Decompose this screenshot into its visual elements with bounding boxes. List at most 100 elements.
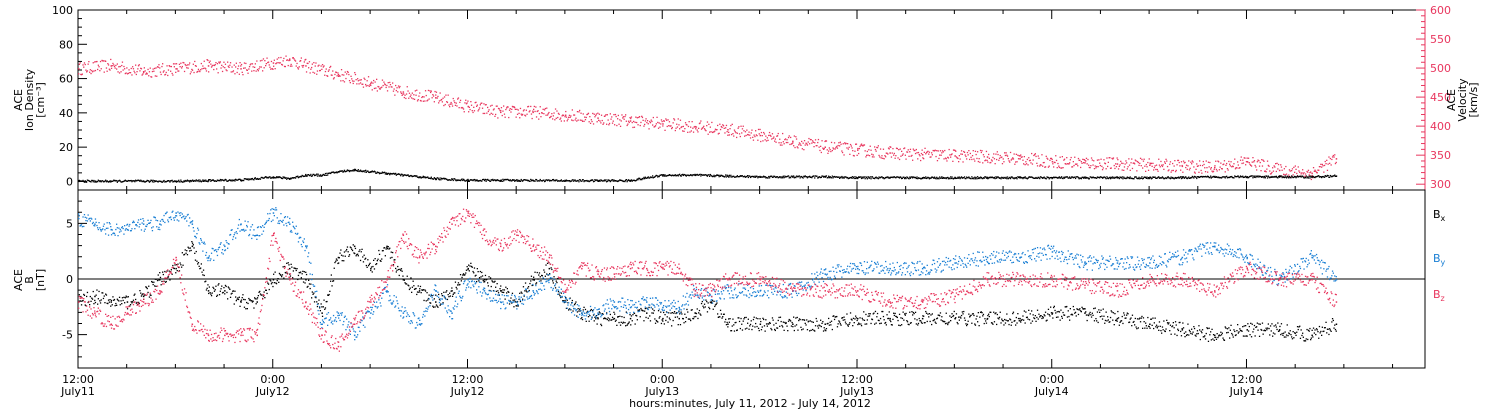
- density-point: [386, 172, 388, 175]
- density-point: [1084, 177, 1086, 179]
- bx-point: [386, 245, 388, 248]
- bz-point: [191, 323, 194, 325]
- x-tick-date: July14: [1034, 385, 1069, 398]
- bz-point: [954, 295, 956, 298]
- velocity-point: [240, 68, 242, 70]
- x-tick-time: 12:00: [1231, 373, 1263, 386]
- by-point: [142, 223, 145, 225]
- density-point: [370, 171, 372, 173]
- velocity-point: [889, 152, 891, 154]
- bx-point: [126, 301, 129, 303]
- velocity-point: [402, 91, 405, 93]
- velocity-point: [289, 59, 291, 61]
- velocity-point: [337, 73, 340, 76]
- by-point: [1084, 262, 1086, 264]
- density-point: [78, 180, 80, 183]
- bx-point: [1311, 334, 1313, 337]
- bz-point: [548, 256, 551, 259]
- velocity-point: [1051, 161, 1054, 163]
- density-point: [1278, 176, 1281, 178]
- density-point: [402, 174, 405, 177]
- bz-point: [1335, 301, 1338, 303]
- bx-point: [483, 279, 486, 281]
- bz-point: [256, 334, 258, 337]
- bz-point: [353, 323, 356, 325]
- x-tick-date: July13: [644, 385, 679, 398]
- velocity-point: [1019, 158, 1021, 160]
- by-point: [353, 334, 356, 337]
- bottom-panel-magnetic-field: -5 0 5 ACEB[nT] Bx By Bz: [12, 189, 1446, 369]
- bz-point: [1214, 290, 1216, 292]
- bx-point: [451, 290, 453, 292]
- density-point: [1019, 177, 1021, 179]
- bx-point: [1181, 329, 1184, 331]
- density-point: [418, 176, 421, 178]
- bz-point: [418, 256, 421, 259]
- bz-point: [1019, 279, 1021, 281]
- velocity-tick-label: 350: [1430, 149, 1451, 162]
- bx-point: [1214, 334, 1216, 337]
- by-point: [954, 262, 956, 264]
- bx-point: [207, 290, 210, 292]
- velocity-point: [857, 149, 859, 151]
- bx-point: [889, 317, 891, 320]
- bz-point: [986, 279, 989, 281]
- bz-point: [857, 290, 859, 292]
- velocity-point: [272, 62, 275, 64]
- bz-point: [175, 256, 177, 259]
- bz-point: [337, 345, 340, 348]
- by-point: [1019, 256, 1021, 259]
- density-tick-label: 40: [59, 107, 73, 120]
- bz-series: [78, 208, 1338, 352]
- bx-point: [175, 267, 177, 270]
- top-panel-density-velocity: 0 20 40 60 80 100 300 350 400 450 500 550 600 ACEIon …: [12, 4, 1480, 191]
- x-tick-date: July13: [839, 385, 874, 398]
- x-tick-date: July14: [1229, 385, 1264, 398]
- by-point: [451, 312, 453, 314]
- x-tick-date: July12: [255, 385, 290, 398]
- by-point: [159, 223, 161, 225]
- by-point: [305, 245, 307, 248]
- bz-point: [386, 279, 388, 281]
- b-tick-label: 5: [66, 217, 73, 230]
- density-point: [175, 180, 177, 183]
- legend-bx: Bx: [1433, 208, 1446, 223]
- density-point: [1051, 177, 1054, 179]
- by-point: [467, 279, 469, 281]
- velocity-point: [662, 123, 664, 125]
- x-axis-label: hours:minutes, July 11, 2012 - July 14, …: [629, 397, 871, 410]
- x-tick-time: 0:00: [260, 373, 285, 386]
- density-point: [824, 176, 826, 178]
- velocity-point: [110, 65, 112, 67]
- by-point: [402, 312, 405, 314]
- bz-point: [142, 301, 145, 303]
- bx-point: [224, 290, 226, 292]
- bz-point: [824, 290, 826, 292]
- legend-bz: Bz: [1433, 288, 1445, 303]
- x-tick-time: 12:00: [62, 373, 94, 386]
- x-tick-time: 0:00: [1039, 373, 1064, 386]
- density-point: [532, 179, 534, 182]
- bx-point: [646, 312, 648, 314]
- velocity-axis: 300 350 400 450 500 550 600: [1416, 4, 1451, 191]
- by-point: [191, 223, 194, 225]
- bz-point: [110, 323, 112, 325]
- by-point: [532, 290, 534, 292]
- density-tick-label: 60: [59, 73, 73, 86]
- velocity-point: [467, 105, 469, 108]
- by-point: [597, 312, 599, 314]
- by-point: [289, 223, 291, 225]
- bx-point: [597, 317, 599, 320]
- bz-point: [678, 267, 680, 270]
- velocity-point: [142, 71, 145, 73]
- bx-point: [272, 279, 275, 281]
- by-point: [418, 323, 421, 325]
- by-point: [1051, 251, 1054, 253]
- legend-by: By: [1433, 252, 1446, 267]
- by-point: [78, 217, 80, 220]
- density-point: [435, 178, 437, 180]
- x-tick-date: July12: [450, 385, 485, 398]
- by-point: [500, 301, 502, 303]
- velocity-point: [1335, 158, 1338, 160]
